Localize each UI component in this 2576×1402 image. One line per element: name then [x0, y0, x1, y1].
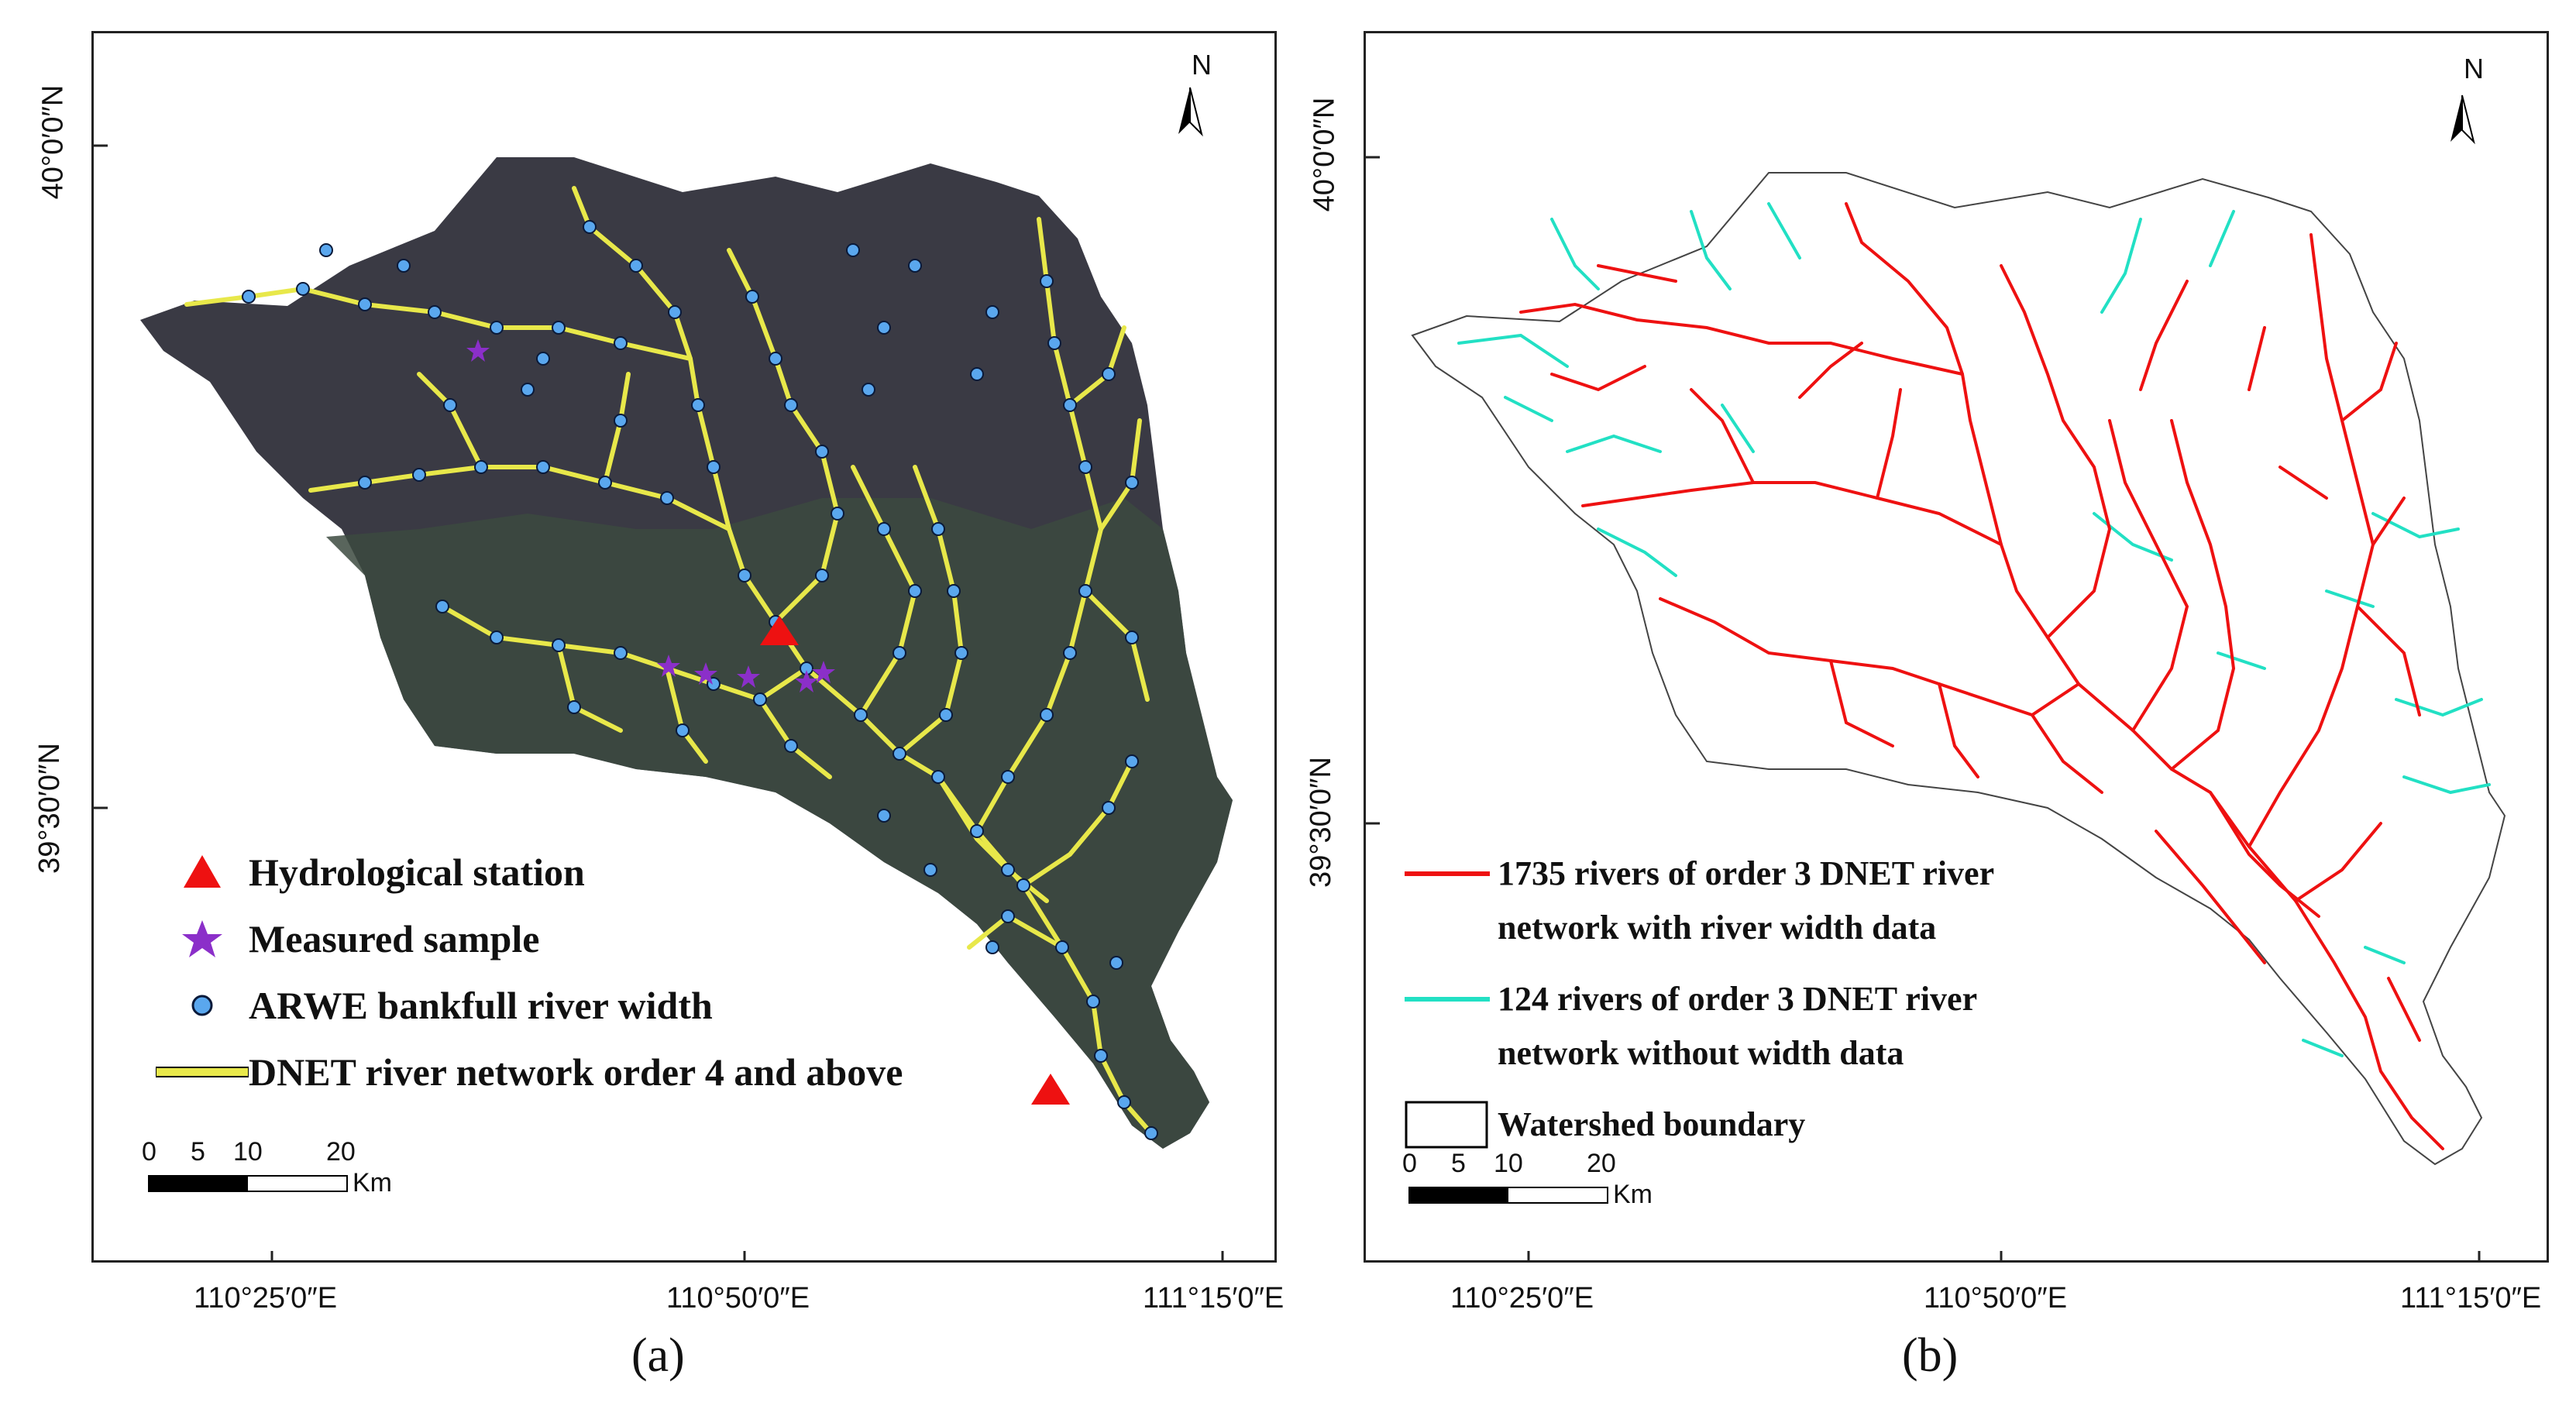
- rivers-without-width: [1457, 202, 2491, 1057]
- lon-label-11115: 111°15′0″E: [2400, 1282, 2542, 1314]
- scale-tick: 10: [233, 1137, 263, 1167]
- lat-label-3930: 39°30′0″N: [1304, 757, 1337, 888]
- scale-tick: 0: [142, 1137, 156, 1167]
- scale-unit: Km: [353, 1168, 392, 1198]
- map-b-canvas: [1366, 94, 2506, 1260]
- scale-tick: 5: [1451, 1149, 1466, 1178]
- lon-label-11050: 110°50′0″E: [1924, 1282, 2068, 1314]
- scale-unit: Km: [1613, 1180, 1653, 1209]
- lon-label-11115: 111°15′0″E: [1143, 1282, 1285, 1314]
- legend-a-row: ARWE bankfull river width: [156, 972, 903, 1039]
- legend-b: 1735 rivers of order 3 DNET river networ…: [1405, 847, 1994, 1169]
- panel-label-b: (b): [1902, 1329, 1959, 1382]
- legend-a: Hydrological station Measured sample ARW…: [156, 839, 903, 1105]
- hydrological-stations: [760, 616, 1070, 1105]
- legend-b-line: Watershed boundary: [1498, 1105, 1806, 1143]
- lon-label-11025: 110°25′0″E: [194, 1282, 338, 1314]
- legend-b-row: 124 rivers of order 3 DNET river network…: [1405, 972, 1994, 1081]
- yellow-line-icon: [156, 1049, 249, 1095]
- lat-label-40: 40°0′0″N: [36, 84, 70, 200]
- map-a-canvas: [94, 87, 1233, 1260]
- scale-tick: 0: [1402, 1149, 1417, 1178]
- legend-b-line: network without width data: [1498, 1034, 1904, 1072]
- scale-tick: 20: [1587, 1149, 1616, 1178]
- north-label: N: [2450, 53, 2497, 161]
- measured-sample-points: [466, 339, 835, 692]
- panel-label-a: (a): [631, 1329, 685, 1382]
- scale-ticks: 0 5 10 20: [1402, 1149, 1653, 1180]
- north-arrow-icon: [2450, 94, 2475, 145]
- red-line-icon: [1405, 847, 1498, 893]
- legend-b-row: Watershed boundary: [1405, 1098, 1994, 1152]
- boundary-box-icon: [1405, 1098, 1498, 1149]
- scale-bar-a: 0 5 10 20 Km: [142, 1137, 392, 1198]
- lat-label-40: 40°0′0″N: [1308, 97, 1341, 212]
- blue-dot-icon: [156, 982, 249, 1029]
- scale-graphic: [1408, 1186, 1608, 1204]
- legend-b-line: network with river width data: [1498, 909, 1937, 947]
- north-label: N: [1178, 49, 1225, 157]
- watershed-boundary: [1411, 172, 2506, 1166]
- purple-star-icon: [156, 916, 249, 962]
- cyan-line-icon: [1405, 972, 1498, 1019]
- lat-label-3930: 39°30′0″N: [33, 743, 66, 874]
- legend-b-label: Watershed boundary: [1498, 1098, 1805, 1152]
- scale-bar-b: 0 5 10 20 Km: [1402, 1149, 1653, 1210]
- legend-b-line: 124 rivers of order 3 DNET river: [1498, 980, 1978, 1018]
- map-panel-b: N 1735 rivers of order 3 DNET river netw…: [1364, 31, 2549, 1263]
- watershed-imagery-green: [326, 498, 1233, 1149]
- arwe-width-points: [242, 220, 1158, 1140]
- legend-a-label: ARWE bankfull river width: [249, 984, 713, 1027]
- legend-b-row: 1735 rivers of order 3 DNET river networ…: [1405, 847, 1994, 955]
- legend-b-label: 124 rivers of order 3 DNET river network…: [1498, 972, 1977, 1081]
- scale-tick: 20: [326, 1137, 356, 1167]
- scale-tick: 5: [191, 1137, 205, 1167]
- lon-label-11025: 110°25′0″E: [1450, 1282, 1594, 1314]
- north-arrow-icon: [1178, 87, 1203, 137]
- legend-a-row: DNET river network order 4 and above: [156, 1039, 903, 1105]
- legend-a-label: Hydrological station: [249, 850, 585, 894]
- legend-a-row: Hydrological station: [156, 839, 903, 905]
- scale-graphic: [148, 1174, 348, 1192]
- red-triangle-icon: [156, 849, 249, 895]
- legend-a-label: DNET river network order 4 and above: [249, 1050, 903, 1094]
- scale-tick: 10: [1494, 1149, 1523, 1178]
- scale-ticks: 0 5 10 20: [142, 1137, 392, 1168]
- rivers-with-width: [1519, 202, 2444, 1150]
- lon-label-11050: 110°50′0″E: [666, 1282, 810, 1314]
- legend-b-label: 1735 rivers of order 3 DNET river networ…: [1498, 847, 1994, 955]
- map-panel-a: N Hydrological station Measured sample A…: [91, 31, 1277, 1263]
- legend-a-label: Measured sample: [249, 917, 540, 960]
- legend-b-line: 1735 rivers of order 3 DNET river: [1498, 854, 1995, 892]
- legend-a-row: Measured sample: [156, 905, 903, 972]
- north-letter: N: [2464, 53, 2484, 84]
- north-letter: N: [1192, 49, 1212, 81]
